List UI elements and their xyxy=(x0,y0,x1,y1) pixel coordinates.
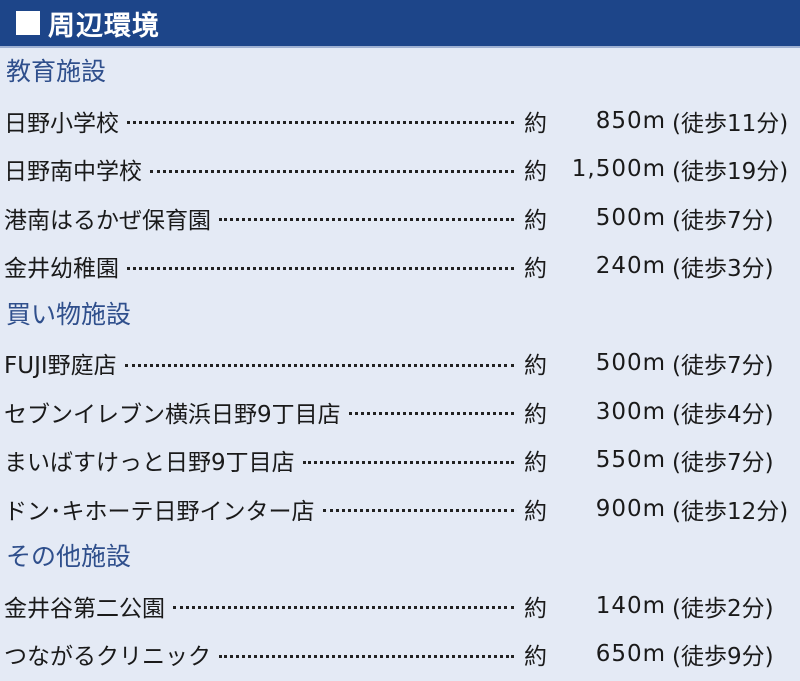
approx-label: 約 xyxy=(524,207,547,234)
facility-name: 金井幼稚園 xyxy=(4,256,119,283)
walk-time: (徒歩19分) xyxy=(672,159,789,186)
distance: 500m xyxy=(595,350,666,377)
walk-time: (徒歩7分) xyxy=(672,207,774,234)
section-title: 周辺環境 xyxy=(48,10,160,42)
dotted-leader xyxy=(127,266,514,270)
walk-time: (徒歩7分) xyxy=(672,353,774,380)
facility-row: 金井谷第二公園 約 140m (徒歩2分) xyxy=(0,582,800,631)
distance: 550m xyxy=(595,447,666,474)
facility-name: つながるクリニック xyxy=(4,644,211,671)
approx-label: 約 xyxy=(524,450,547,477)
approx-label: 約 xyxy=(524,110,547,137)
facility-row: 港南はるかぜ保育園 約 500m (徒歩7分) xyxy=(0,194,800,243)
facility-name: FUJI野庭店 xyxy=(4,353,117,380)
approx-label: 約 xyxy=(524,401,547,428)
distance: 900m xyxy=(595,495,666,522)
distance: 1,500m xyxy=(571,156,666,183)
walk-time: (徒歩11分) xyxy=(672,110,789,137)
walk-time: (徒歩12分) xyxy=(672,498,789,525)
distance: 500m xyxy=(595,204,666,231)
distance: 850m xyxy=(595,107,666,134)
facility-row: つながるクリニック 約 650m (徒歩9分) xyxy=(0,630,800,679)
distance: 650m xyxy=(595,641,666,668)
distance: 300m xyxy=(595,398,666,425)
square-bullet-icon xyxy=(16,11,40,35)
approx-label: 約 xyxy=(524,644,547,671)
facility-row: 日野小学校 約 850m (徒歩11分) xyxy=(0,97,800,146)
walk-time: (徒歩2分) xyxy=(672,595,774,622)
walk-time: (徒歩7分) xyxy=(672,450,774,477)
category-heading: 教育施設 xyxy=(6,57,107,86)
section-header: 周辺環境 xyxy=(0,0,800,48)
facility-name: 港南はるかぜ保育園 xyxy=(4,207,211,234)
facility-name: まいばすけっと日野9丁目店 xyxy=(4,450,295,477)
dotted-leader xyxy=(219,654,514,658)
dotted-leader xyxy=(124,363,514,367)
facility-name: 金井谷第二公園 xyxy=(4,595,165,622)
approx-label: 約 xyxy=(524,353,547,380)
dotted-leader xyxy=(150,169,514,173)
facility-name: 日野小学校 xyxy=(4,110,119,137)
distance: 140m xyxy=(595,592,666,619)
distance: 240m xyxy=(595,253,666,280)
dotted-leader xyxy=(348,412,514,416)
dotted-leader xyxy=(219,218,514,222)
walk-time: (徒歩4分) xyxy=(672,401,774,428)
facility-list: 教育施設 日野小学校約 850m (徒歩11分) 日野南中学校約 1,500m (徒歩19分… xyxy=(0,48,800,679)
facility-row: 金井幼稚園 約 240m (徒歩3分) xyxy=(0,242,800,291)
approx-label: 約 xyxy=(524,256,547,283)
dotted-leader xyxy=(302,460,514,464)
dotted-leader xyxy=(173,606,514,610)
facility-row: ドン･キホーテ日野インター店 約 900m (徒歩12分) xyxy=(0,485,800,534)
facility-name: セブンイレブン横浜日野9丁目店 xyxy=(4,401,341,428)
facility-name: ドン･キホーテ日野インター店 xyxy=(4,498,315,525)
category-heading: 買い物施設 xyxy=(6,299,132,329)
dotted-leader xyxy=(127,121,514,125)
approx-label: 約 xyxy=(524,498,547,525)
approx-label: 約 xyxy=(524,159,547,186)
facility-row: FUJI野庭店 約 500m (徒歩7分) xyxy=(0,339,800,388)
facility-row: セブンイレブン横浜日野9丁目店 約 300m (徒歩4分) xyxy=(0,388,800,437)
facility-name: 日野南中学校 xyxy=(4,159,142,186)
approx-label: 約 xyxy=(524,595,547,622)
walk-time: (徒歩9分) xyxy=(672,644,774,671)
walk-time: (徒歩3分) xyxy=(672,256,774,283)
category-heading: その他施設 xyxy=(6,542,132,571)
facility-row: 日野南中学校 約 1,500m (徒歩19分) xyxy=(0,145,800,194)
dotted-leader xyxy=(322,509,514,513)
facility-row: まいばすけっと日野9丁目店 約 550m (徒歩7分) xyxy=(0,436,800,485)
